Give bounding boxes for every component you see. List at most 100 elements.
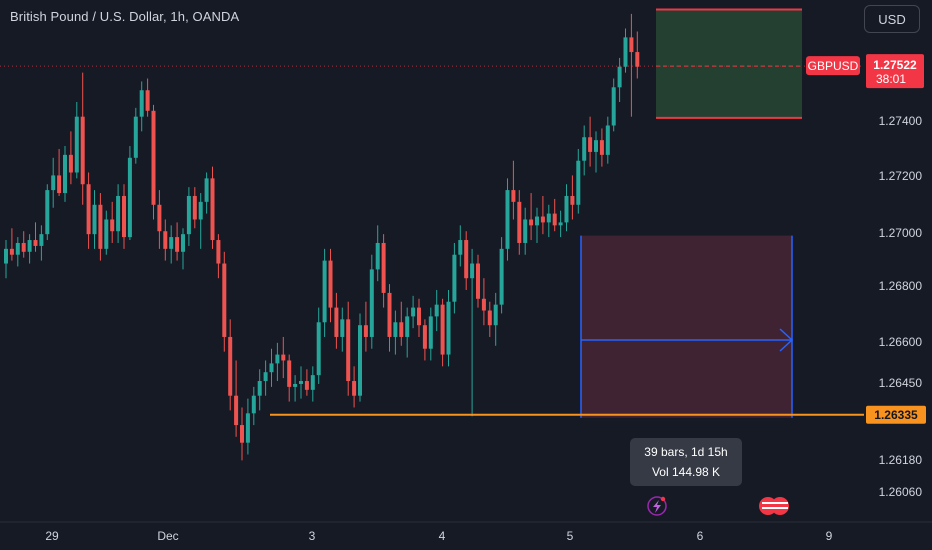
candle-body [139,90,144,117]
measure-tooltip [630,438,742,486]
candle-body [169,237,174,249]
time-axis-tick: 6 [697,529,704,543]
lightning-event-icon[interactable] [647,496,667,516]
candle-body [4,248,8,264]
candle-body [446,301,451,355]
candle-body [505,190,510,249]
level-price-tag [866,405,926,424]
candle-body [293,383,298,387]
candle-body [517,201,522,243]
candle-body [352,381,357,396]
candle-body [281,354,286,361]
time-axis-tick: 3 [309,529,316,543]
candle-body [576,160,581,205]
flag-stripe [762,507,775,509]
candle-body [257,381,262,396]
candle-body [594,140,598,152]
time-axis-tick: 29 [45,529,59,543]
price-range-arrow-head [779,328,794,352]
candle-body [15,242,20,255]
candle-body [340,319,345,337]
candle-body [381,242,386,293]
candle-body [74,116,79,173]
candle-body [51,175,56,191]
candle-body [393,322,398,337]
candle-body [110,219,115,232]
candle-body [558,222,563,226]
candle-body [216,240,221,264]
candle-body [470,263,475,279]
price-axis-tick: 1.26800 [879,279,923,293]
candle-body [540,216,545,223]
candle-body [599,140,604,155]
currency-button[interactable]: USD [864,5,920,33]
candle-body [145,90,150,111]
candle-body [529,219,534,226]
candle-body [434,304,439,317]
candle-body [458,240,463,255]
candle-body [133,116,138,158]
candle-body [57,175,62,194]
candle-body [263,372,268,382]
candle-body [452,254,457,302]
candle-body [122,195,126,238]
candle-body [181,234,185,252]
candle-body [417,307,421,326]
candle-body [440,304,445,355]
candle-body [617,66,622,88]
candle-body [269,363,274,373]
candle-body [428,316,433,349]
candle-body [405,316,410,337]
candle-body [80,116,85,185]
measure-volume-text: Vol 144.98 K [652,465,720,479]
candle-body [481,298,486,311]
lightning-glyph [653,500,661,513]
time-axis-tick: 9 [826,529,833,543]
flag-stripe [775,502,788,504]
event-dot [660,496,666,502]
candle-body [210,178,215,241]
candle-body [275,354,280,364]
countdown-label: 38:01 [876,72,906,86]
candle-body [552,213,557,226]
candle-body [623,37,628,67]
candle-body [605,125,610,155]
candle-body [240,425,244,443]
candle-body [399,322,404,337]
candle-body [493,304,498,326]
flag-stripe [775,507,788,509]
candle-body [546,213,551,223]
candle-body [21,242,26,252]
candle-body [98,204,103,249]
candle-body [68,154,73,173]
candle-body [564,195,569,223]
price-axis-tick: 1.27400 [879,114,923,128]
candle-body [363,325,368,337]
candle-body [151,110,156,205]
candle-body [228,336,233,396]
candle-body [322,260,327,323]
candle-body [33,240,38,246]
candle-body [582,137,587,161]
candle-body [127,157,132,238]
candle-body [157,204,162,232]
candle-body [476,263,480,299]
candle-body [369,269,374,337]
uk-flag-icon [771,497,789,515]
candle-body [523,219,528,243]
long-position-box [656,9,802,118]
candle-body [245,413,250,443]
level-price-label: 1.26335 [874,408,918,422]
candle-body [535,216,539,226]
price-range-fill [581,235,792,418]
flag-stripe [762,502,775,504]
price-axis-tick: 1.26600 [879,335,923,349]
candle-body [299,381,303,384]
candle-body [611,87,616,126]
candle-body [222,263,227,337]
price-axis-tick: 1.26450 [879,376,923,390]
time-axis-tick: Dec [157,529,178,543]
candle-body [304,381,309,390]
candle-body [358,325,362,396]
